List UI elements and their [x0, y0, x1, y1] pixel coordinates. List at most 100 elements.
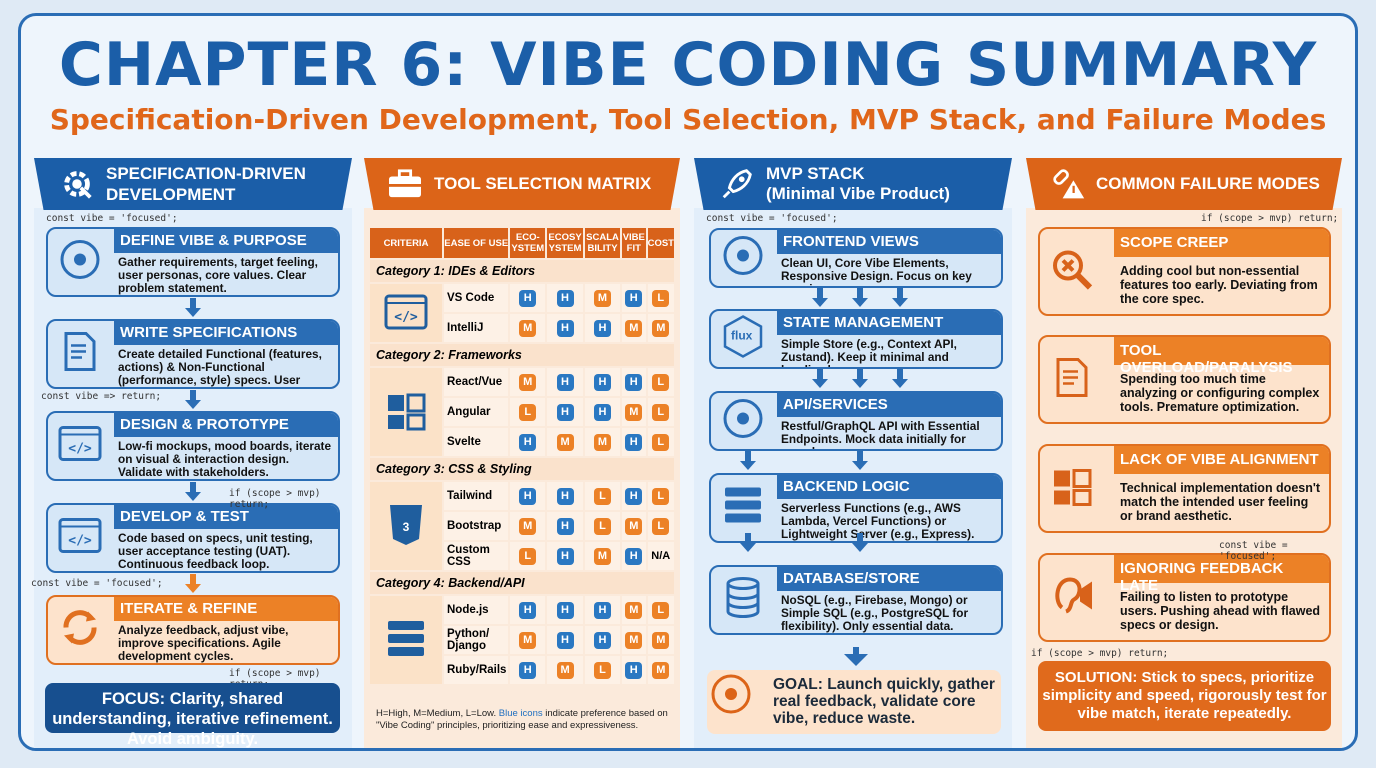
category-label: Category 4: Backend/API: [370, 572, 674, 594]
tool-matrix-table: CRITERIA EASE OF USE ECO-YSTEM ECOSY YSTEM S…: [368, 226, 676, 686]
note-prefix: H=High, M=Medium, L=Low.: [376, 708, 499, 719]
tool-name: Angular: [444, 398, 509, 426]
rating-cell: M: [510, 512, 546, 540]
down-arrow-icon: [844, 647, 868, 666]
rating-cell: M: [510, 368, 546, 396]
ear-megaphone-icon: [1048, 571, 1096, 624]
category-row: Category 1: IDEs & Editors: [370, 260, 674, 282]
mvp-layer-text: Serverless Functions (e.g., AWS Lambda, …: [781, 501, 975, 542]
rating-badge-m: M: [519, 631, 537, 649]
rating-cell: M: [622, 512, 646, 540]
category-label: Category 3: CSS & Styling: [370, 458, 674, 480]
rating-cell: H: [547, 542, 583, 570]
code-window-check-icon: </>: [56, 512, 104, 565]
tool-name: Custom CSS: [444, 542, 509, 570]
down-arrow-icon: [812, 369, 828, 388]
rating-badge-m: M: [594, 289, 611, 307]
category-row: Category 3: CSS & Styling: [370, 458, 674, 480]
rating-cell: H: [585, 626, 621, 654]
rating-cell: H: [510, 656, 546, 684]
rocket-icon: [722, 169, 752, 199]
category-icon-cell: </>: [370, 284, 442, 342]
rating-badge-h: H: [625, 289, 643, 307]
rating-cell: M: [585, 428, 621, 456]
rating-cell: M: [585, 284, 621, 312]
code-snippet: if (scope > mvp) return;: [229, 488, 321, 510]
rating-cell: H: [585, 398, 621, 426]
rating-badge-l: L: [652, 601, 670, 619]
rating-badge-h: H: [556, 631, 574, 649]
spec-step-card: WRITE SPECIFICATIONS Create detailed Func…: [46, 319, 340, 389]
table-row: React/Vue M H H H L: [370, 368, 674, 456]
failures-header: COMMON FAILURE MODES: [1026, 158, 1342, 210]
rating-cell: M: [585, 542, 621, 570]
mvp-layer-title: API/SERVICES: [777, 393, 1001, 417]
rating-badge-h: H: [556, 487, 574, 505]
tool-name: IntelliJ: [444, 314, 509, 342]
column-header: VIBE FIT: [622, 228, 646, 258]
rating-badge-m: M: [519, 319, 537, 337]
rating-cell: L: [510, 398, 546, 426]
failure-title: IGNORING FEEDBACK LATE: [1114, 555, 1329, 594]
matrix-header-title: TOOL SELECTION MATRIX: [434, 174, 652, 193]
down-arrow-icon: [740, 533, 756, 552]
tablet-wireframe-icon: </>: [56, 420, 104, 473]
rating-badge-h: H: [519, 487, 537, 505]
rating-cell: L: [647, 398, 674, 426]
mvp-layer-card: flux STATE MANAGEMENT Simple Store (e.g., …: [709, 309, 1003, 369]
table-row: 3 Tailwind H H L H L: [370, 482, 674, 570]
down-arrow-icon: [185, 298, 201, 317]
spec-step-card: </> DEVELOP & TEST Code based on specs, un…: [46, 503, 340, 573]
rating-cell: M: [622, 398, 646, 426]
rating-cell: H: [622, 482, 646, 510]
rating-cell: H: [622, 368, 646, 396]
column-header: EASE OF USE: [444, 228, 509, 258]
mvp-layer-card: FRONTEND VIEWS Clean UI, Core Vibe Elemen…: [709, 228, 1003, 288]
rating-badge-h: H: [594, 403, 611, 421]
spec-step-title: ITERATE & REFINE: [114, 597, 338, 621]
rating-cell: M: [510, 314, 546, 342]
rating-cell: M: [647, 626, 674, 654]
rating-badge-h: H: [625, 373, 643, 391]
toolbox-icon: [389, 169, 421, 198]
mvp-layer-text: Restful/GraphQL API with Essential Endpo…: [781, 419, 980, 450]
rating-badge-m: M: [625, 403, 643, 421]
rating-badge-l: L: [652, 373, 670, 391]
rating-badge-m: M: [556, 433, 574, 451]
spec-step-text: Analyze feedback, adjust vibe, improve s…: [118, 623, 289, 663]
rating-cell: L: [647, 596, 674, 624]
rating-cell: L: [585, 482, 621, 510]
rating-badge-h: H: [556, 547, 574, 565]
rating-badge-h: H: [556, 517, 574, 535]
rating-cell: H: [547, 284, 583, 312]
eye-window-icon: [719, 232, 767, 285]
table-header-row: CRITERIA EASE OF USE ECO-YSTEM ECOSY YSTEM S…: [370, 228, 674, 258]
rating-badge-m: M: [625, 601, 643, 619]
rating-badge-h: H: [519, 289, 537, 307]
column-header: ECO-YSTEM: [510, 228, 546, 258]
rating-badge-h: H: [594, 601, 611, 619]
brain-lightbulb-icon: [56, 236, 104, 289]
column-header: CRITERIA: [370, 228, 442, 258]
rating-cell: L: [510, 542, 546, 570]
spec-step-text: Gather requirements, target feeling, use…: [118, 255, 318, 295]
mvp-layer-text: Simple Store (e.g., Context API, Zustand…: [781, 337, 957, 368]
svg-text:</>: </>: [68, 534, 92, 549]
spec-header: SPECIFICATION-DRIVEN DEVELOPMENT: [34, 158, 352, 210]
rating-badge-h: H: [625, 661, 643, 679]
rating-badge-l: L: [519, 403, 537, 421]
rating-cell: H: [510, 596, 546, 624]
down-arrow-icon: [185, 574, 201, 593]
flux-hexagon-icon-text: flux: [731, 328, 753, 343]
mvp-header-subtitle: (Minimal Vibe Product): [766, 184, 950, 203]
failure-text: Technical implementation doesn't match t…: [1120, 481, 1320, 523]
rating-badge-m: M: [652, 661, 670, 679]
down-arrow-icon: [852, 288, 868, 307]
rating-badge-l: L: [652, 487, 670, 505]
spec-step-title: DESIGN & PROTOTYPE: [114, 413, 338, 437]
mvp-layer-title: STATE MANAGEMENT: [777, 311, 1001, 335]
rating-cell: L: [647, 482, 674, 510]
mvp-header-title: MVP STACK: [766, 164, 865, 183]
code-snippet: if (scope > mvp) return;: [1031, 648, 1169, 659]
svg-text:</>: </>: [394, 310, 418, 325]
